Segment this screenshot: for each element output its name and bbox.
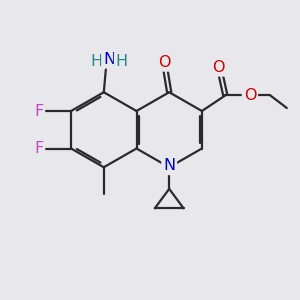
Text: N: N — [103, 52, 115, 67]
Text: O: O — [244, 88, 256, 103]
Text: F: F — [34, 141, 43, 156]
Text: F: F — [34, 103, 43, 118]
Text: O: O — [212, 60, 225, 75]
Text: O: O — [158, 55, 171, 70]
Text: H: H — [116, 53, 128, 69]
Text: N: N — [163, 158, 175, 173]
Text: H: H — [91, 53, 103, 69]
